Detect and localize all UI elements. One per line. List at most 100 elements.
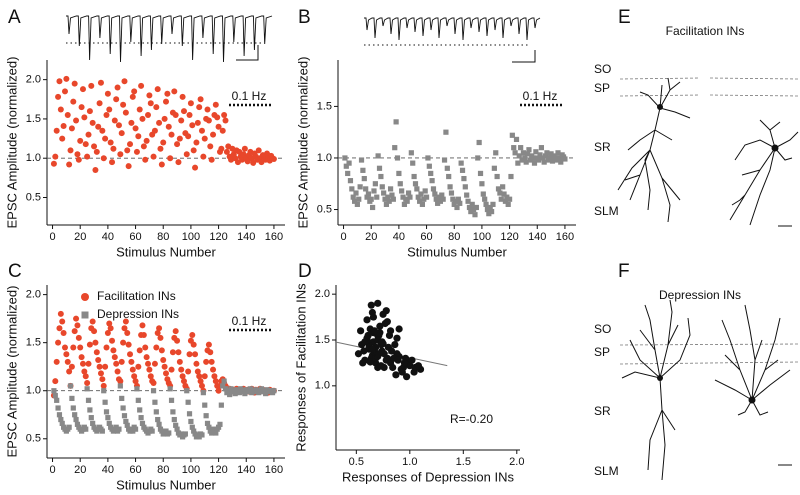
point [412,181,419,187]
point [74,421,81,427]
soma [657,375,663,381]
layer-label: SP [594,345,610,359]
point [100,382,107,389]
point [526,147,532,153]
point [418,191,424,197]
point [558,159,564,165]
point [523,159,529,165]
point [250,159,257,166]
point [407,194,413,200]
point [206,424,212,430]
point [217,421,223,427]
point [194,368,201,375]
point [522,155,528,161]
point [103,344,110,351]
point [190,147,197,154]
legend-label: Depression INs [97,307,179,321]
point [72,412,78,418]
layer-boundary [709,77,799,80]
point [364,331,372,340]
point [73,315,80,322]
point [198,127,205,134]
point [139,322,146,329]
point [183,151,190,158]
point [382,307,390,315]
point [178,366,185,373]
point [354,350,363,358]
point [359,359,367,367]
y-tick-label: 1.5 [26,337,41,349]
point [403,373,411,381]
point [397,181,403,187]
point [207,349,214,356]
point [435,200,441,206]
point [541,159,547,165]
layer-label: SO [594,322,611,336]
x-tick-label: 20 [365,231,377,243]
point [423,194,430,200]
point [125,163,132,170]
point [100,155,107,162]
point [129,366,136,373]
point [347,178,354,184]
y-tick-label: 1.0 [317,152,332,164]
point [57,310,64,317]
point [205,341,212,348]
point [174,141,181,148]
y-tick-label: 2.0 [26,289,41,301]
scale-bar [236,45,259,61]
point [357,327,365,335]
point [203,358,210,365]
point [215,424,222,430]
point [208,358,215,365]
point [366,358,374,366]
legend-marker [81,293,89,301]
point [411,173,417,180]
point [186,351,193,358]
point [53,127,60,134]
point [59,318,66,325]
point [77,344,84,351]
point [368,345,376,353]
point [383,318,391,326]
annotation: R=-0.20 [450,412,493,426]
point [221,112,228,118]
point [109,337,116,344]
point [77,137,84,144]
x-tick-label: 20 [74,464,86,476]
point [437,198,443,204]
point [491,165,497,171]
point [61,344,68,351]
point [93,349,100,356]
panel-letter: A [8,7,21,28]
point [70,405,76,411]
point [58,416,64,423]
point [378,338,386,346]
legend-label: Facilitation INs [97,289,176,303]
point [51,388,57,394]
point [78,104,85,111]
point [425,155,431,161]
point [242,391,248,397]
point [388,347,396,355]
point [114,84,121,91]
point [189,331,196,338]
point [375,153,381,159]
point [430,186,437,192]
point [97,79,104,86]
point [401,201,408,207]
point [196,373,203,380]
point [160,356,167,363]
point [398,368,406,376]
point [106,420,112,426]
point [186,411,193,417]
point [93,148,100,155]
point [255,147,262,154]
x-tick-label: 80 [157,464,169,476]
point [540,155,546,161]
x-tick-label: 160 [265,464,283,476]
point [369,204,376,211]
point [419,201,426,207]
point [153,409,159,415]
